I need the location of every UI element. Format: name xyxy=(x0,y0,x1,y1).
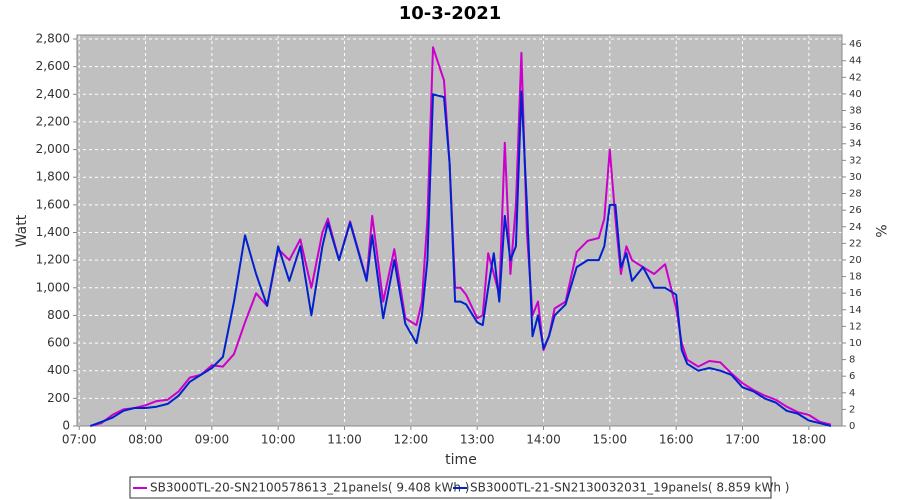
y2-tick-label: 24 xyxy=(849,222,862,233)
y2-tick-label: 26 xyxy=(849,205,862,216)
chart-title: 10-3-2021 xyxy=(399,3,502,24)
y-tick-label: 2,800 xyxy=(36,32,70,46)
y2-tick-label: 46 xyxy=(849,39,862,50)
y2-tick-label: 32 xyxy=(849,155,862,166)
y-tick-label: 1,800 xyxy=(36,170,70,184)
legend-label: SB3000TL-21-SN2130032031_19panels( 8.859… xyxy=(470,481,789,495)
x-tick-label: 13:00 xyxy=(460,433,495,447)
y2-tick-label: 2 xyxy=(849,404,855,415)
y-tick-label: 2,000 xyxy=(36,142,70,156)
x-tick-label: 15:00 xyxy=(593,433,628,447)
plot-area xyxy=(77,35,842,426)
y2-tick-label: 36 xyxy=(849,122,862,133)
y2-tick-label: 38 xyxy=(849,106,862,117)
y2-tick-label: 18 xyxy=(849,272,862,283)
legend-box xyxy=(129,476,772,499)
y-tick-label: 1,600 xyxy=(36,197,70,211)
y2-tick-label: 10 xyxy=(849,338,862,349)
y2-tick-label: 28 xyxy=(849,189,862,200)
y2-tick-label: 20 xyxy=(849,255,862,266)
legend-label: SB3000TL-20-SN2100578613_21panels( 9.408… xyxy=(150,481,469,495)
y-tick-label: 0 xyxy=(62,419,70,433)
y2-tick-label: 12 xyxy=(849,321,862,332)
y-axis-label: Watt xyxy=(14,214,30,247)
y2-tick-label: 14 xyxy=(849,305,862,316)
y-tick-label: 2,200 xyxy=(36,114,70,128)
x-tick-label: 11:00 xyxy=(327,433,362,447)
y2-tick-label: 0 xyxy=(849,421,855,432)
plot-border xyxy=(76,34,843,427)
y-tick-label: 1,200 xyxy=(36,253,70,267)
y2-tick-label: 8 xyxy=(849,355,855,366)
x-tick-label: 12:00 xyxy=(394,433,429,447)
y2-tick-label: 40 xyxy=(849,89,862,100)
series-line xyxy=(90,46,832,427)
y2-tick-label: 42 xyxy=(849,72,862,83)
series-line xyxy=(89,90,832,427)
x-tick-label: 10:00 xyxy=(261,433,296,447)
y2-tick-label: 44 xyxy=(849,56,862,67)
x-tick-label: 18:00 xyxy=(792,433,827,447)
y-tick-label: 2,600 xyxy=(36,59,70,73)
y-tick-label: 800 xyxy=(47,308,70,322)
y-tick-label: 1,000 xyxy=(36,280,70,294)
y2-tick-label: 6 xyxy=(849,371,855,382)
y-tick-label: 2,400 xyxy=(36,87,70,101)
y2-axis-label: % xyxy=(872,224,888,237)
x-tick-label: 16:00 xyxy=(659,433,694,447)
x-axis-label: time xyxy=(445,452,477,468)
x-tick-label: 17:00 xyxy=(725,433,760,447)
y2-tick-label: 22 xyxy=(849,238,862,249)
y-tick-label: 200 xyxy=(47,391,70,405)
x-tick-label: 09:00 xyxy=(195,433,230,447)
x-tick-label: 08:00 xyxy=(128,433,163,447)
y-tick-label: 400 xyxy=(47,363,70,377)
y-tick-label: 600 xyxy=(47,336,70,350)
y2-tick-label: 4 xyxy=(849,388,855,399)
y2-tick-label: 30 xyxy=(849,172,862,183)
y2-tick-label: 34 xyxy=(849,139,862,150)
x-tick-label: 07:00 xyxy=(62,433,97,447)
y-tick-label: 1,400 xyxy=(36,225,70,239)
y2-tick-label: 16 xyxy=(849,288,862,299)
x-tick-label: 14:00 xyxy=(526,433,561,447)
